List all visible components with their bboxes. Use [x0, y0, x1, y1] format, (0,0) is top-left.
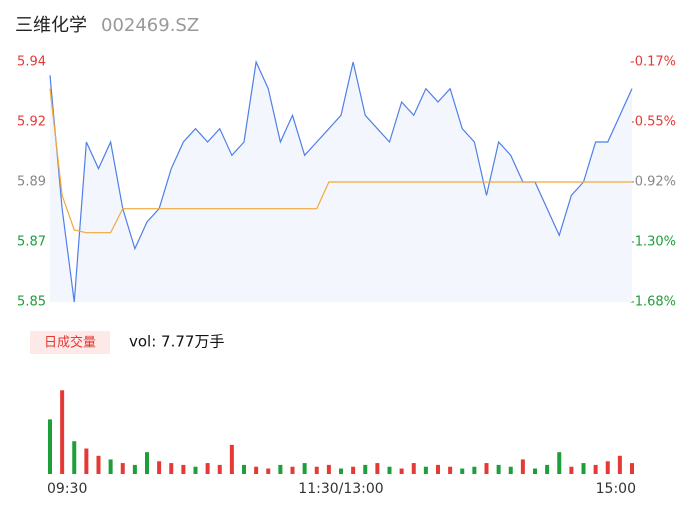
volume-bar: [533, 468, 537, 474]
stock-name: 三维化学: [15, 15, 87, 36]
volume-bar: [278, 464, 283, 474]
stock-code: 002469.SZ: [101, 15, 199, 36]
volume-bar: [72, 441, 77, 474]
volume-bar: [96, 455, 101, 474]
volume-title-box: [30, 331, 110, 354]
volume-bar: [484, 463, 489, 474]
volume-bar: [605, 461, 610, 474]
volume-bar: [229, 444, 234, 474]
volume-bar: [617, 455, 622, 474]
volume-bar: [181, 464, 186, 474]
x-tick-label: 15:00: [596, 481, 636, 497]
y-tick-label: 5.85: [17, 295, 46, 310]
volume-bar: [145, 452, 149, 474]
average-line: [49, 88, 632, 234]
volume-bar: [157, 461, 162, 474]
volume-bar: [217, 464, 222, 474]
volume-bar: [242, 464, 246, 474]
volume-bar: [557, 452, 562, 474]
volume-bar: [169, 463, 174, 474]
volume-bar: [60, 390, 65, 474]
volume-bar: [387, 466, 392, 474]
volume-bar: [48, 419, 52, 474]
volume-bar: [193, 466, 198, 474]
volume-bar: [472, 466, 477, 474]
x-tick-label: 11:30/13:00: [298, 481, 383, 497]
volume-bar: [266, 468, 271, 474]
volume-bar: [496, 464, 501, 474]
volume-bar: [375, 463, 380, 474]
volume-label: vol: 7.77万手: [129, 333, 224, 351]
volume-bar: [508, 466, 513, 474]
volume-bar: [132, 464, 137, 474]
volume-bar: [84, 448, 89, 474]
volume-bar: [520, 459, 525, 474]
volume-bar: [363, 464, 368, 474]
volume-bar: [254, 466, 259, 474]
volume-bar: [399, 468, 404, 474]
y-tick-label: 5.92: [17, 115, 46, 130]
volume-bar: [351, 466, 356, 474]
volume-bar: [448, 466, 453, 474]
volume-bar: [593, 464, 598, 474]
volume-bar: [630, 463, 634, 474]
volume-bar: [569, 466, 574, 474]
volume-bar: [314, 466, 319, 474]
volume-bar: [120, 463, 125, 474]
volume-bar: [108, 459, 113, 474]
volume-bar: [205, 463, 210, 474]
volume-bar: [326, 464, 331, 474]
volume-bar: [302, 463, 307, 474]
volume-bar: [545, 464, 550, 474]
y-tick-label: 5.87: [17, 235, 46, 250]
y2-tick-label: -1.68%: [630, 295, 676, 310]
y-tick-label: 5.89: [17, 175, 46, 190]
x-tick-label: 09:30: [47, 481, 87, 497]
volume-bar: [290, 466, 295, 474]
volume-bar: [581, 463, 586, 474]
y2-tick-label: -0.17%: [630, 55, 676, 70]
volume-bar: [339, 468, 343, 474]
y2-tick-label: -0.55%: [630, 114, 676, 129]
volume-title: 日成交量: [44, 335, 96, 351]
volume-bar: [423, 466, 428, 474]
y2-tick-label: -1.30%: [630, 235, 676, 250]
volume-bar: [436, 464, 440, 474]
volume-bar: [460, 468, 465, 474]
volume-bar: [411, 463, 416, 474]
y2-tick-label: -0.92%: [630, 174, 676, 189]
y-tick-label: 5.94: [17, 55, 46, 70]
